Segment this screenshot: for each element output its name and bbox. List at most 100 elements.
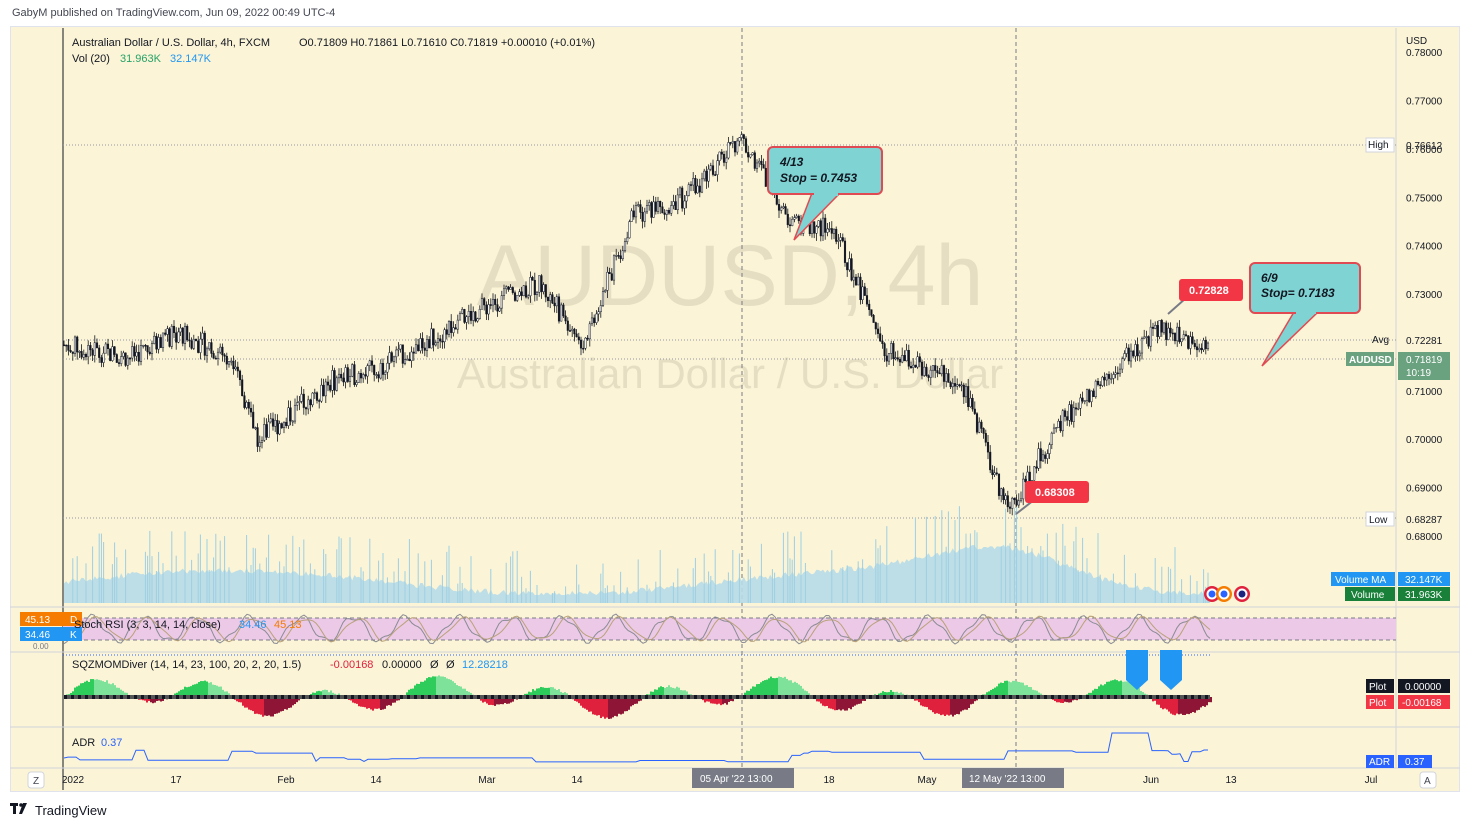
sqz-bar (252, 697, 254, 712)
sqz-bar (490, 697, 492, 705)
sqz-squeeze-dot (155, 695, 158, 699)
volume-value: 31.963K (120, 53, 162, 65)
currency-flags-icon[interactable] (1204, 586, 1250, 602)
candle-body (1039, 448, 1042, 462)
candle-body (201, 332, 204, 340)
sqz-bar (1170, 697, 1172, 714)
time-tick-label: 18 (823, 775, 835, 786)
sqz-bar (188, 686, 190, 697)
candle-body (256, 427, 259, 447)
sqz-bar (1196, 697, 1198, 711)
callout-1-line-2: Stop = 0.7453 (780, 171, 857, 185)
candle-body (942, 365, 946, 382)
candle-body (197, 340, 200, 353)
sqz-bar (202, 681, 204, 697)
sqz-bar (1094, 688, 1096, 697)
sqz-squeeze-dot (757, 695, 760, 699)
sqz-squeeze-dot (330, 695, 333, 699)
sqz-bar (1008, 681, 1010, 697)
sqz-bar (664, 687, 666, 697)
sqz-bar (356, 697, 358, 704)
sqz-bar (270, 697, 272, 717)
sqz-bar (214, 684, 216, 697)
candle-body (762, 164, 765, 169)
sqz-bar (146, 697, 148, 703)
candle-body (744, 138, 748, 153)
candle-body (1167, 327, 1170, 340)
sqz-bar (1204, 697, 1206, 707)
sqz-bar (576, 697, 578, 702)
candle-body (1096, 380, 1100, 385)
candle-body (648, 202, 651, 206)
sqz-bar (506, 697, 508, 704)
time-ticks: 2022 17 Feb 14 Mar 14 18 May Jun 13 Jul (62, 775, 1378, 786)
candle-body (562, 304, 565, 317)
sqz-bar (654, 689, 656, 697)
candle-body (872, 315, 875, 323)
candle-body (192, 338, 195, 349)
high-value: 0.76612 (1406, 141, 1443, 152)
sqz-squeeze-dot (925, 695, 928, 699)
low-value: 0.68287 (1406, 515, 1443, 526)
candle-body (641, 212, 644, 222)
candle-body (324, 381, 327, 397)
time-axis-right-button[interactable] (1419, 771, 1437, 789)
sqz-bar (108, 683, 110, 697)
sqz-bar (680, 690, 682, 697)
candle-body (1158, 320, 1161, 337)
sqz-bar (260, 697, 262, 715)
candle-body (1068, 404, 1071, 421)
price-tick-label: 0.77000 (1406, 97, 1443, 108)
candle-body (252, 411, 255, 429)
sqz-bar (332, 692, 334, 697)
sqz-bar (780, 677, 782, 697)
candle-body (194, 338, 198, 342)
sqz-bar (1016, 681, 1018, 697)
candle-body (905, 349, 908, 362)
stoch-d-badge (20, 612, 82, 626)
sqz-bar (550, 687, 552, 697)
candle-body (731, 141, 734, 144)
candle-body (663, 212, 666, 215)
candle-body (370, 360, 374, 366)
sqz-bar (838, 697, 840, 710)
sqz-bar (536, 688, 538, 697)
candle-body (560, 304, 563, 322)
candle-body (786, 213, 789, 226)
sqz-bar (1070, 697, 1072, 703)
candle-body (568, 330, 572, 332)
footer-brand[interactable]: TradingView (10, 803, 107, 818)
candle-body (780, 207, 783, 211)
sqz-bar (764, 680, 766, 697)
callout-1[interactable]: 4/13 Stop = 0.7453 (767, 146, 883, 241)
sqz-squeeze-dot (974, 695, 977, 699)
candle-body (1000, 488, 1003, 496)
stoch-d-value: 45.13 (274, 619, 302, 631)
sqz-bar (604, 697, 606, 719)
candle-body (843, 240, 847, 263)
sqz-bar (530, 692, 532, 697)
callout-2[interactable]: 6/9 Stop= 0.7183 (1249, 262, 1361, 367)
sqz-bar (542, 687, 544, 697)
stoch-d-line (63, 615, 1211, 643)
sqz-squeeze-dot (1128, 695, 1131, 699)
candle-body (1013, 497, 1016, 501)
price-tag-low[interactable]: 0.68308 (1015, 481, 1089, 515)
price-tag-high[interactable]: 0.72828 (1167, 279, 1243, 315)
candle-body (758, 160, 761, 164)
sqz-squeeze-dot (1093, 695, 1096, 699)
sqz-bar (804, 690, 806, 697)
candle-body (819, 220, 822, 237)
sqz-squeeze-dot (680, 695, 683, 699)
candle-body (269, 418, 272, 423)
sqz-bar (412, 688, 414, 697)
sqz-bar (628, 697, 630, 710)
sqz-bar (632, 697, 634, 706)
candle-body (643, 211, 646, 222)
candle-body (557, 296, 561, 322)
candle-body (331, 370, 334, 391)
candle-body (782, 206, 785, 209)
sqz-bar (820, 697, 822, 704)
time-axis-left-button[interactable] (27, 771, 45, 789)
